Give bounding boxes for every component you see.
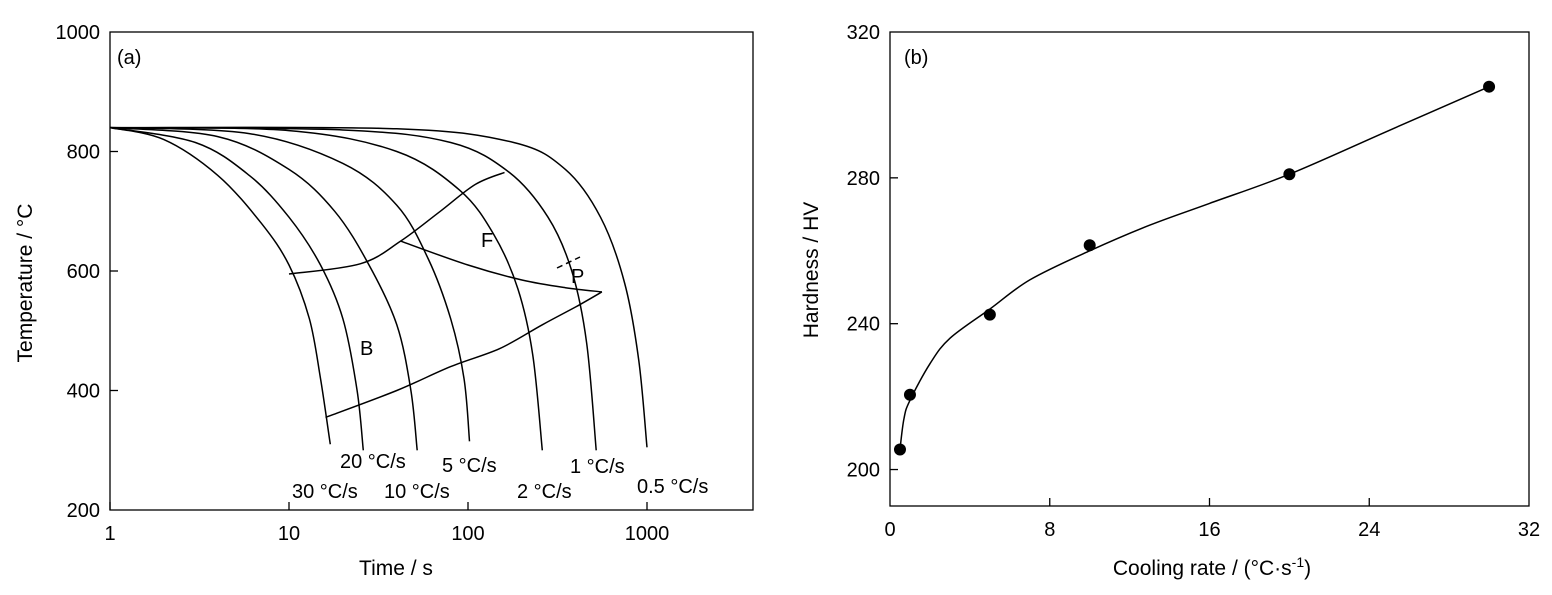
hardness-point [893,443,906,456]
x-axis-label-b-close: ) [1304,557,1311,580]
hardness-point [903,388,916,401]
x-tick-label-b: 24 [1358,519,1380,541]
x-tick-label-a: 1000 [625,523,670,545]
curve-label-2cs: 2 °C/s [517,481,572,503]
cooling-curve [109,126,365,451]
cooling-curve [109,126,418,451]
panel-label-b: (b) [904,47,928,69]
curve-label-1cs: 1 °C/s [570,456,625,478]
curve-label-30cs: 30 °C/s [292,481,358,503]
x-axis-label-a: Time / s [359,557,433,580]
transformation-boundary [325,291,603,419]
cooling-curve [109,126,544,451]
cooling-curve [109,126,597,451]
region-label-pearlite: P [571,266,584,288]
hardness-point [1483,80,1496,93]
cooling-curve [109,126,648,448]
hardness-point [1083,239,1096,252]
x-axis-label-b-superscript: -1 [1292,554,1305,570]
y-tick-label-b: 320 [847,22,880,44]
curve-label-10cs: 10 °C/s [384,481,450,503]
x-tick-label-b: 8 [1044,519,1055,541]
x-tick-label-a: 10 [278,523,300,545]
hardness-point [1283,168,1296,181]
axis-ticks-a: 1 10 100 1000 200 400 600 800 1000 [56,22,670,545]
panel-a: (a) 1 10 100 1000 200 400 600 800 1000 F P B 20 … [14,22,754,580]
cooling-curves [109,126,648,451]
region-label-bainite: B [360,338,373,360]
curve-label-5cs: 5 °C/s [442,455,497,477]
hardness-data-points [893,80,1496,456]
x-axis-label-b-main: Cooling rate / (°C·s [1113,557,1292,580]
cooling-curve [109,126,471,442]
transformation-boundaries [288,171,603,419]
y-axis-label-b: Hardness / HV [800,202,823,339]
x-axis-label-b: Cooling rate / (°C·s-1) [1113,554,1311,580]
hardness-fit-line [899,86,1490,450]
cooling-curve [109,126,332,445]
y-tick-label-a: 600 [67,261,100,283]
transformation-boundary [400,240,602,293]
y-tick-label-b: 200 [847,460,880,482]
region-label-ferrite: F [481,230,493,252]
x-tick-label-a: 1 [104,523,115,545]
y-tick-label-a: 400 [67,381,100,403]
y-tick-label-a: 800 [67,142,100,164]
x-tick-label-b: 32 [1518,519,1540,541]
curve-label-05cs: 0.5 °C/s [637,476,708,498]
plot-frame-a [109,31,754,511]
x-tick-label-b: 0 [884,519,895,541]
pearlite-dashed-boundary [556,256,581,269]
y-axis-label-a: Temperature / °C [14,204,37,363]
y-tick-label-a: 1000 [56,22,101,44]
y-tick-label-a: 200 [67,500,100,522]
curve-label-20cs: 20 °C/s [340,451,406,473]
y-tick-label-b: 240 [847,314,880,336]
panel-label-a: (a) [117,47,141,69]
axis-ticks-b: 0 8 16 24 32 200 240 280 320 [847,22,1541,541]
x-tick-label-b: 16 [1198,519,1220,541]
panel-b: (b) 0 8 16 24 32 200 240 280 320 Cooling rate / … [800,22,1540,580]
hardness-point [983,308,996,321]
transformation-boundary [288,171,505,275]
x-tick-label-a: 100 [451,523,484,545]
y-tick-label-b: 280 [847,168,880,190]
plot-frame-b [889,31,1530,507]
